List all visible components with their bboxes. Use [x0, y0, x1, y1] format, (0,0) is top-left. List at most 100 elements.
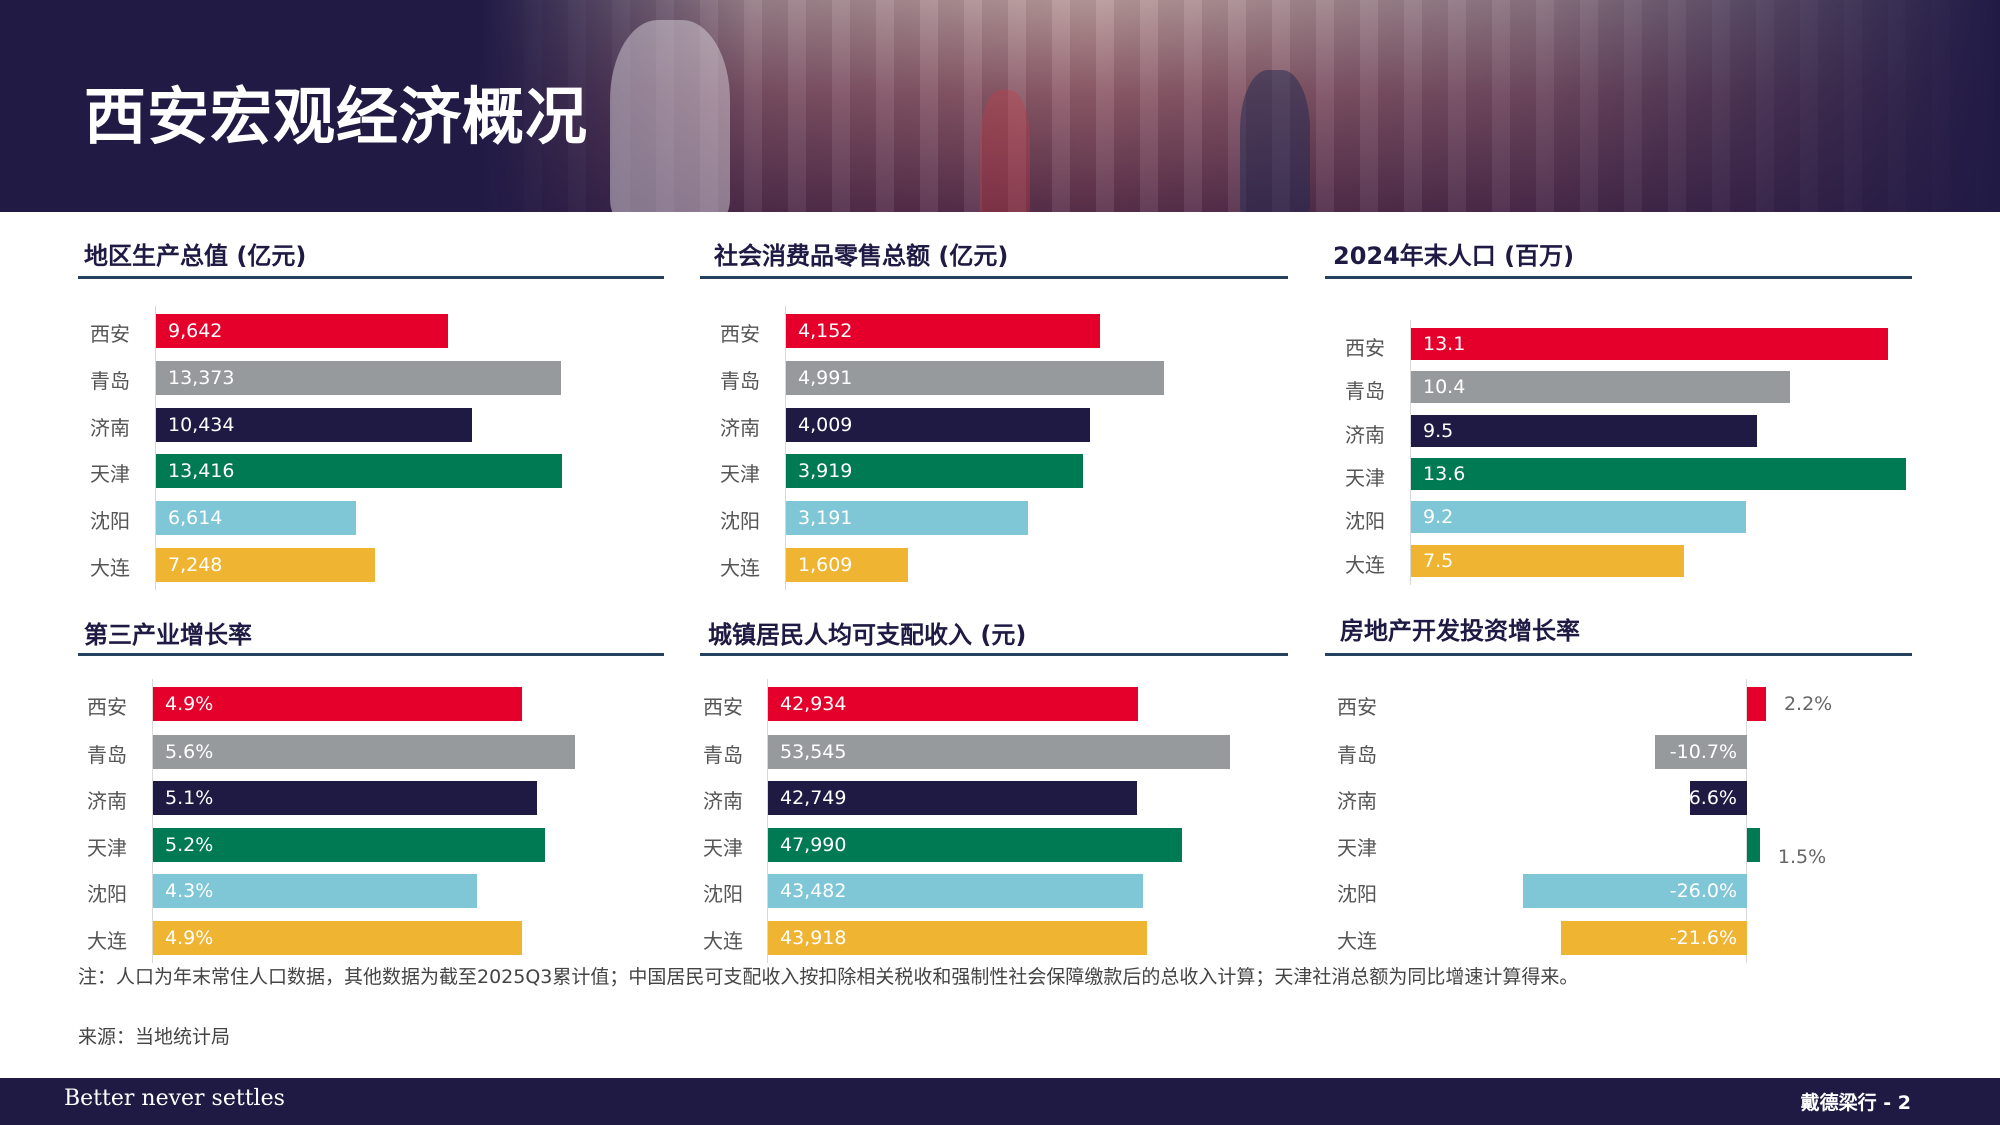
- data-label: 3,191: [798, 507, 853, 529]
- category-label: 西安: [87, 695, 127, 719]
- category-label: 青岛: [703, 743, 743, 767]
- bar-天津: [1411, 458, 1906, 490]
- category-label: 天津: [703, 836, 743, 860]
- bar-大连: [153, 921, 523, 955]
- chart-title-underline: [700, 653, 1288, 656]
- category-label: 大连: [1345, 553, 1385, 577]
- bar-青岛: [156, 361, 561, 395]
- category-label: 大连: [720, 556, 760, 580]
- category-label: 大连: [703, 929, 743, 953]
- bar-大连: [768, 921, 1147, 955]
- header-banner: 西安宏观经济概况: [0, 0, 2000, 212]
- bar-大连: [156, 548, 376, 582]
- bar-天津: [1747, 828, 1760, 862]
- bar-济南: [786, 408, 1090, 442]
- data-label: 1.5%: [1777, 846, 1827, 868]
- bar-沈阳: [1411, 501, 1746, 533]
- bar-西安: [768, 687, 1139, 721]
- category-label: 大连: [87, 929, 127, 953]
- bar-青岛: [768, 735, 1230, 769]
- data-label: 9.2: [1423, 506, 1454, 528]
- bar-大连: [1560, 921, 1747, 955]
- category-label: 济南: [720, 416, 760, 440]
- category-label: 青岛: [1337, 743, 1377, 767]
- bar-济南: [768, 781, 1137, 815]
- category-label: 沈阳: [90, 509, 130, 533]
- category-label: 西安: [720, 322, 760, 346]
- category-label: 大连: [90, 556, 130, 580]
- data-label: 43,918: [780, 927, 847, 949]
- bar-西安: [153, 687, 523, 721]
- data-label: 10,434: [168, 414, 235, 436]
- category-label: 济南: [1345, 423, 1385, 447]
- data-label: -26.0%: [1669, 880, 1737, 902]
- data-label: 5.2%: [165, 834, 214, 856]
- bar-西安: [1747, 687, 1766, 721]
- data-label: -21.6%: [1669, 927, 1737, 949]
- data-label: -6.6%: [1681, 787, 1737, 809]
- source-note: 来源：当地统计局: [78, 1026, 231, 1048]
- data-label: 47,990: [780, 834, 847, 856]
- chart-axis: [152, 679, 153, 963]
- data-label: -10.7%: [1669, 741, 1737, 763]
- bar-沈阳: [153, 874, 478, 908]
- data-label: 3,919: [798, 460, 853, 482]
- data-label: 4,009: [798, 414, 853, 436]
- bar-天津: [156, 454, 562, 488]
- bar-天津: [768, 828, 1183, 862]
- chart-axis: [155, 306, 156, 590]
- bar-青岛: [1654, 735, 1747, 769]
- chart-title-underline: [700, 276, 1288, 279]
- category-label: 沈阳: [1337, 882, 1377, 906]
- category-label: 青岛: [90, 369, 130, 393]
- footer-bar: Better never settles 戴德梁行 - 2: [0, 1078, 2000, 1125]
- category-label: 大连: [1337, 929, 1377, 953]
- chart-axis: [767, 679, 768, 963]
- chart-title: 第三产业增长率: [84, 621, 252, 649]
- data-label: 13,416: [168, 460, 235, 482]
- bar-西安: [156, 314, 448, 348]
- data-label: 9,642: [168, 320, 223, 342]
- data-label: 42,749: [780, 787, 847, 809]
- chart-title: 城镇居民人均可支配收入 (元): [708, 621, 1027, 649]
- category-label: 济南: [90, 416, 130, 440]
- category-label: 西安: [1337, 695, 1377, 719]
- bar-沈阳: [1522, 874, 1747, 908]
- bar-西安: [1411, 328, 1888, 360]
- data-label: 5.6%: [165, 741, 214, 763]
- data-label: 13.1: [1423, 333, 1466, 355]
- header-photo: [480, 0, 2000, 212]
- chart-title-underline: [78, 276, 664, 279]
- chart-axis: [1746, 679, 1747, 963]
- category-label: 西安: [90, 322, 130, 346]
- chart-title-underline: [78, 653, 664, 656]
- category-label: 西安: [703, 695, 743, 719]
- bar-青岛: [1411, 371, 1790, 403]
- data-label: 2.2%: [1783, 693, 1833, 715]
- bar-沈阳: [786, 501, 1028, 535]
- category-label: 沈阳: [703, 882, 743, 906]
- category-label: 青岛: [87, 743, 127, 767]
- category-label: 沈阳: [87, 882, 127, 906]
- chart-title-underline: [1325, 276, 1912, 279]
- category-label: 天津: [87, 836, 127, 860]
- category-label: 沈阳: [1345, 509, 1385, 533]
- data-label: 4,152: [798, 320, 853, 342]
- data-label: 4.9%: [165, 927, 214, 949]
- data-label: 10.4: [1423, 376, 1466, 398]
- tagline: Better never settles: [64, 1086, 285, 1111]
- page-title: 西安宏观经济概况: [84, 80, 589, 153]
- data-label: 7,248: [168, 554, 223, 576]
- chart-title: 房地产开发投资增长率: [1340, 617, 1580, 645]
- bar-沈阳: [156, 501, 357, 535]
- category-label: 济南: [87, 789, 127, 813]
- data-label: 4,991: [798, 367, 853, 389]
- bar-济南: [153, 781, 538, 815]
- data-label: 53,545: [780, 741, 847, 763]
- category-label: 天津: [720, 462, 760, 486]
- bar-天津: [153, 828, 545, 862]
- category-label: 济南: [1337, 789, 1377, 813]
- category-label: 西安: [1345, 336, 1385, 360]
- data-label: 4.9%: [165, 693, 214, 715]
- bar-天津: [786, 454, 1083, 488]
